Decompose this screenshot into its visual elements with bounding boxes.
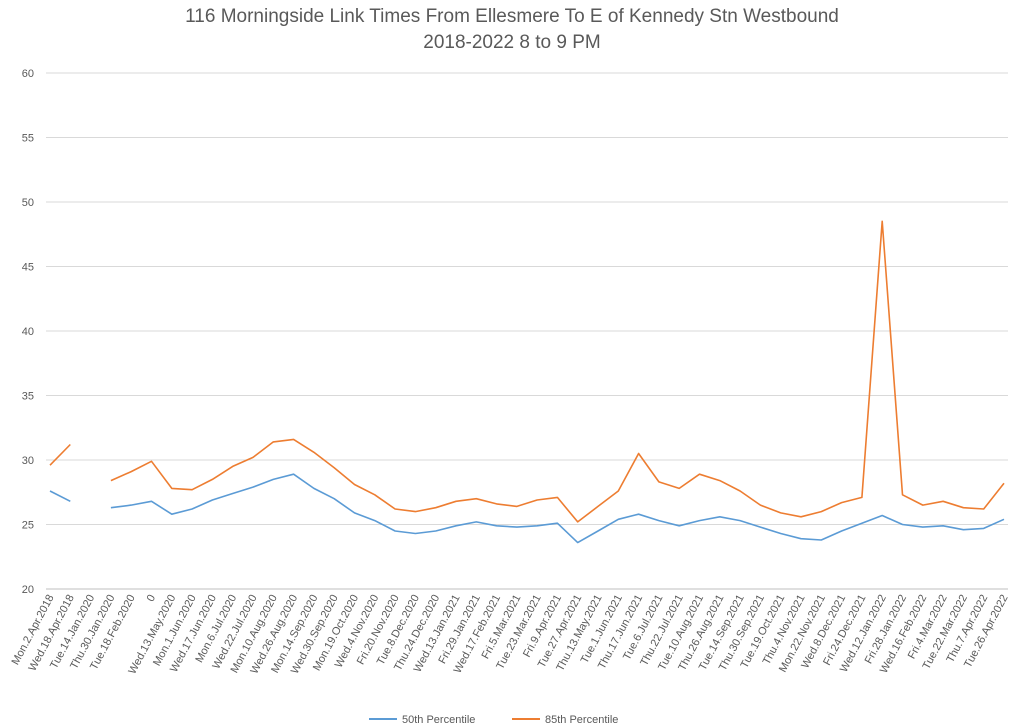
y-tick-label: 30 xyxy=(22,455,34,467)
y-tick-label: 45 xyxy=(22,262,34,274)
y-tick-label: 60 xyxy=(22,68,34,80)
legend-entry: 85th Percentile xyxy=(545,714,618,726)
y-tick-label: 50 xyxy=(22,197,34,209)
series-line-50th xyxy=(49,473,1005,544)
y-tick-label: 20 xyxy=(22,584,34,596)
series-line-85th xyxy=(49,220,1005,523)
x-tick-label: 0 xyxy=(145,593,158,604)
y-tick-label: 35 xyxy=(22,391,34,403)
chart-subtitle: 2018-2022 8 to 9 PM xyxy=(423,32,601,53)
legend-entry: 50th Percentile xyxy=(402,714,475,726)
chart-title: 116 Morningside Link Times From Ellesmer… xyxy=(185,6,839,27)
y-tick-label: 25 xyxy=(22,520,34,532)
y-tick-label: 55 xyxy=(22,133,34,145)
y-tick-label: 40 xyxy=(22,326,34,338)
